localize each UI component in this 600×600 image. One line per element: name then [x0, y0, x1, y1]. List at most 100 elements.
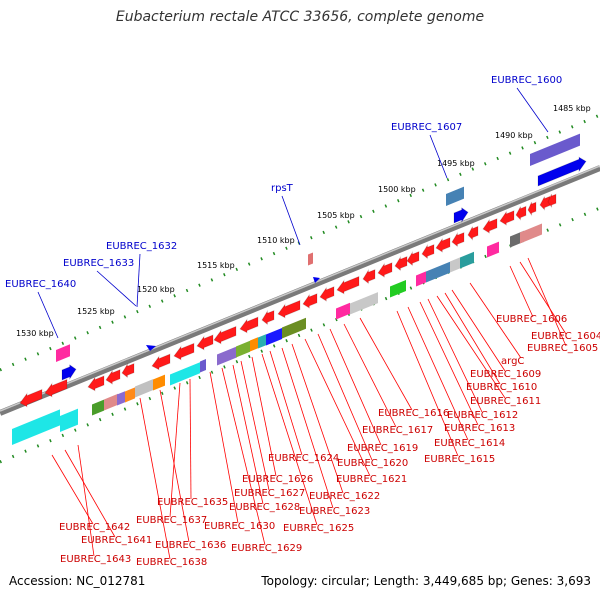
- feature-box: [350, 292, 378, 315]
- forward-gene-label[interactable]: EUBREC_1640: [5, 279, 76, 290]
- reverse-gene-label[interactable]: EUBREC_1628: [229, 502, 300, 513]
- forward-gene-box: [308, 252, 313, 266]
- reverse-leader-line: [139, 397, 171, 560]
- forward-gene-arrow: [313, 277, 320, 283]
- tick-label: 1520 kbp: [137, 285, 175, 294]
- forward-leader-line: [136, 253, 141, 308]
- reverse-leader-line: [343, 323, 397, 428]
- reverse-gene-label[interactable]: EUBREC_1621: [336, 474, 407, 485]
- reverse-gene-label[interactable]: EUBREC_1616: [378, 408, 449, 419]
- tick-label: 1490 kbp: [495, 131, 533, 140]
- reverse-gene-arrow: [173, 342, 195, 361]
- feature-box: [170, 362, 200, 386]
- reverse-gene-label[interactable]: EUBREC_1615: [424, 454, 495, 465]
- feature-box: [153, 374, 165, 391]
- reverse-gene-label[interactable]: EUBREC_1629: [231, 543, 302, 554]
- genome-backbone: [0, 165, 600, 416]
- reverse-leader-line: [64, 449, 116, 538]
- inner-tick-track: [0, 206, 600, 464]
- reverse-gene-arrow: [482, 218, 498, 234]
- reverse-gene-label[interactable]: EUBREC_1624: [268, 453, 339, 464]
- feature-box: [450, 257, 460, 273]
- reverse-gene-label[interactable]: EUBREC_1635: [157, 497, 228, 508]
- reverse-gene-label[interactable]: argC: [501, 356, 524, 367]
- reverse-leader-line: [407, 306, 469, 441]
- tick-label: 1505 kbp: [317, 211, 355, 220]
- reverse-gene-label[interactable]: EUBREC_1625: [283, 523, 354, 534]
- reverse-gene-arrow: [19, 388, 43, 408]
- forward-gene-label[interactable]: rpsT: [271, 183, 294, 194]
- reverse-gene-label[interactable]: EUBREC_1606: [496, 314, 567, 325]
- reverse-gene-label[interactable]: EUBREC_1642: [59, 522, 130, 533]
- reverse-gene-label[interactable]: EUBREC_1619: [347, 443, 418, 454]
- feature-box: [460, 251, 474, 269]
- reverse-gene-label[interactable]: EUBREC_1626: [242, 474, 313, 485]
- reverse-leader-line: [527, 257, 567, 347]
- forward-gene-label[interactable]: EUBREC_1633: [63, 258, 134, 269]
- reverse-gene-label[interactable]: EUBREC_1627: [234, 488, 305, 499]
- reverse-gene-label[interactable]: EUBREC_1637: [136, 515, 207, 526]
- reverse-gene-arrow: [302, 293, 318, 309]
- reverse-gene-arrow: [362, 268, 376, 285]
- forward-leader-line: [37, 291, 59, 339]
- reverse-gene-label[interactable]: EUBREC_1638: [136, 557, 207, 568]
- forward-gene-label[interactable]: EUBREC_1632: [106, 241, 177, 252]
- reverse-leader-line: [427, 298, 483, 413]
- feature-box: [266, 327, 282, 346]
- reverse-gene-label[interactable]: EUBREC_1613: [444, 423, 515, 434]
- reverse-gene-label[interactable]: EUBREC_1611: [470, 396, 541, 407]
- reverse-gene-label[interactable]: EUBREC_1623: [299, 506, 370, 517]
- reverse-gene-arrow: [527, 201, 537, 217]
- feature-box: [92, 399, 104, 416]
- reverse-leader-line: [519, 261, 567, 335]
- reverse-leader-line: [281, 347, 334, 509]
- reverse-gene-label[interactable]: EUBREC_1605: [527, 343, 598, 354]
- tick-label: 1525 kbp: [77, 307, 115, 316]
- forward-gene-box: [56, 344, 70, 362]
- reverse-leader-line: [261, 353, 318, 526]
- feature-box: [520, 223, 542, 244]
- reverse-leader-line: [232, 364, 264, 505]
- tick-label: 1515 kbp: [197, 261, 235, 270]
- reverse-gene-arrow: [467, 225, 479, 241]
- forward-leader-line: [429, 134, 448, 179]
- reverse-gene-label[interactable]: EUBREC_1641: [81, 535, 152, 546]
- reverse-gene-label[interactable]: EUBREC_1610: [466, 382, 537, 393]
- reverse-gene-label[interactable]: EUBREC_1622: [309, 491, 380, 502]
- reverse-leader-line: [240, 360, 270, 491]
- reverse-leader-line: [304, 338, 371, 477]
- reverse-gene-label[interactable]: EUBREC_1636: [155, 540, 226, 551]
- reverse-gene-label[interactable]: EUBREC_1614: [434, 438, 505, 449]
- reverse-gene-label[interactable]: EUBREC_1643: [60, 554, 131, 565]
- reverse-gene-arrow: [435, 237, 451, 253]
- reverse-gene-label[interactable]: EUBREC_1609: [470, 369, 541, 380]
- reverse-leader-line: [419, 301, 479, 426]
- reverse-leader-line: [291, 343, 344, 494]
- feature-box: [250, 337, 258, 352]
- reverse-gene-arrow: [499, 210, 515, 226]
- reverse-leader-line: [359, 317, 413, 411]
- reverse-gene-label[interactable]: EUBREC_1617: [362, 425, 433, 436]
- tick-label: 1495 kbp: [437, 159, 475, 168]
- map-title: Eubacterium rectale ATCC 33656, complete…: [115, 9, 485, 25]
- reverse-leader-line: [469, 282, 522, 359]
- reverse-gene-arrow: [515, 205, 527, 221]
- reverse-gene-label[interactable]: EUBREC_1604: [531, 331, 600, 342]
- forward-gene-label[interactable]: EUBREC_1607: [391, 122, 462, 133]
- feature-box: [390, 279, 406, 298]
- reverse-gene-label[interactable]: EUBREC_1612: [447, 410, 518, 421]
- reverse-leader-line: [317, 333, 373, 461]
- reverse-leader-line: [251, 356, 277, 477]
- reverse-gene-label[interactable]: EUBREC_1620: [337, 458, 408, 469]
- reverse-gene-arrow: [121, 362, 135, 379]
- feature-box: [60, 408, 78, 432]
- reverse-leader-line: [209, 371, 239, 524]
- feature-box: [416, 271, 426, 287]
- reverse-leader-line: [444, 292, 501, 385]
- outer-tick-track: [0, 113, 600, 372]
- reverse-gene-label[interactable]: EUBREC_1630: [204, 521, 275, 532]
- forward-gene-label[interactable]: EUBREC_1600: [491, 75, 562, 86]
- feature-box: [12, 409, 60, 445]
- reverse-gene-arrow: [196, 334, 214, 351]
